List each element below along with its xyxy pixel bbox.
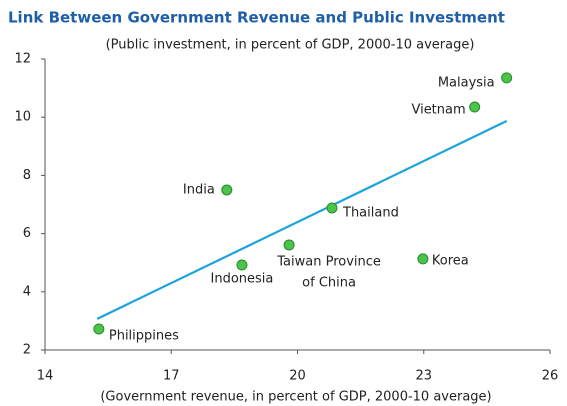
point-label: of China: [302, 275, 356, 290]
x-tick-label: 17: [163, 369, 180, 384]
scatter-point: [417, 253, 429, 265]
point-label: Thailand: [342, 205, 399, 220]
point-label: Philippines: [109, 329, 179, 344]
x-tick-label: 20: [289, 369, 306, 384]
x-tick-label: 23: [415, 369, 432, 384]
scatter-point: [283, 239, 295, 251]
scatter-point: [93, 323, 105, 335]
x-tick-label: 26: [542, 369, 559, 384]
y-tick-label: 4: [23, 284, 31, 299]
point-label: Korea: [432, 253, 469, 268]
point-label: Indonesia: [211, 272, 274, 287]
y-tick-label: 10: [14, 110, 31, 125]
trend-line: [96, 119, 508, 320]
chart-subtitle: (Public investment, in percent of GDP, 2…: [106, 38, 475, 53]
scatter-point: [236, 259, 248, 271]
scatter-point: [469, 101, 481, 113]
y-tick-label: 8: [23, 168, 31, 183]
point-label: India: [183, 182, 215, 197]
scatter-point: [326, 202, 338, 214]
x-tick-label: 14: [37, 369, 54, 384]
y-tick-label: 12: [14, 52, 31, 67]
scatter-point: [221, 184, 233, 196]
x-axis-label: (Government revenue, in percent of GDP, …: [100, 390, 491, 405]
chart-title: Link Between Government Revenue and Publ…: [8, 9, 505, 27]
scatter-point: [501, 72, 513, 84]
y-tick-label: 6: [23, 226, 31, 241]
point-label: Malaysia: [438, 75, 495, 90]
y-tick-label: 2: [23, 343, 31, 358]
point-label: Taiwan Province: [276, 254, 381, 269]
point-label: Vietnam: [411, 103, 465, 118]
